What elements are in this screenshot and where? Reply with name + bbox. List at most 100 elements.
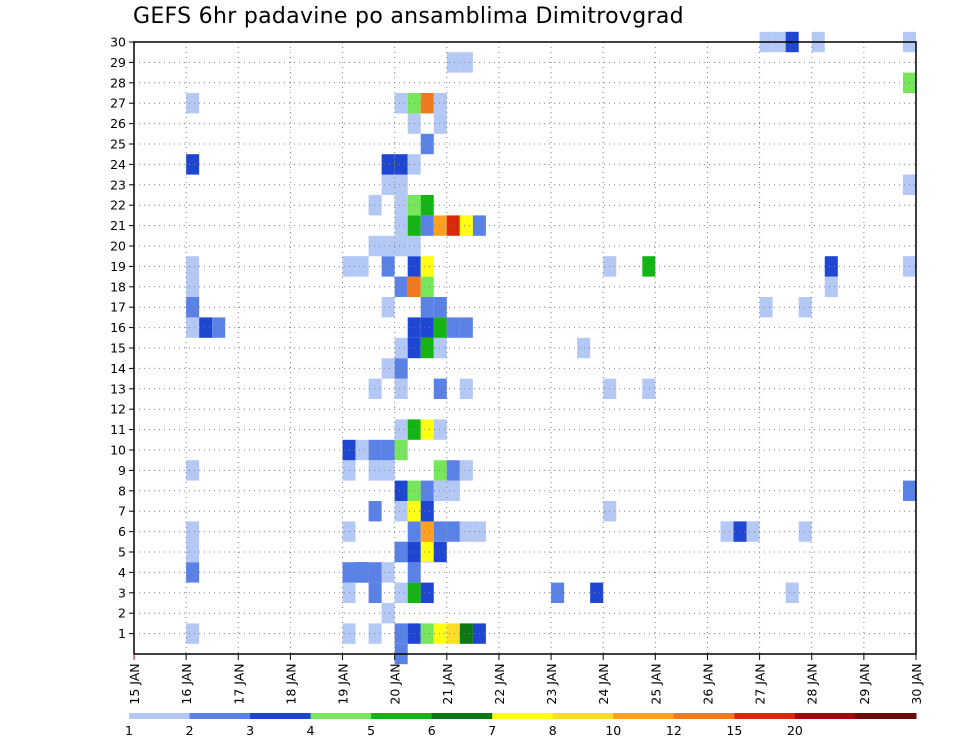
legend-swatch <box>673 713 735 719</box>
color-legend: 1 2 3 4 5 6 7 8 10 12 15 20 <box>125 713 917 738</box>
precip-cell <box>446 52 460 73</box>
y-tick-label: 3 <box>118 585 126 600</box>
y-tick-label: 14 <box>110 361 126 376</box>
precip-cell <box>459 521 473 542</box>
precip-cell <box>394 623 408 644</box>
precip-cell <box>368 623 382 644</box>
precip-cell <box>394 541 408 563</box>
x-tick-label: 20 JAN <box>388 663 403 704</box>
precip-cell <box>394 358 408 379</box>
legend-label: 5 <box>367 723 375 738</box>
precip-cell <box>420 623 434 644</box>
precip-cell <box>433 317 447 338</box>
precip-cell <box>381 297 395 318</box>
chart-title: GEFS 6hr padavine po ansamblima Dimitrov… <box>133 4 684 29</box>
precip-cell <box>759 297 773 318</box>
precip-cell <box>798 521 812 542</box>
y-tick-label: 10 <box>110 443 126 458</box>
precip-cell <box>355 439 369 461</box>
precip-cell <box>381 174 395 195</box>
y-tick-label: 13 <box>110 381 126 396</box>
legend-label: 1 <box>125 723 133 738</box>
precip-cell <box>186 93 200 114</box>
legend-label: 4 <box>307 723 315 738</box>
precip-cell <box>368 501 382 522</box>
precip-cell <box>433 623 447 644</box>
precip-cell <box>394 195 408 216</box>
precip-cell <box>433 297 447 318</box>
precip-cell <box>394 582 408 603</box>
precip-cell <box>433 460 447 481</box>
precip-cell <box>420 317 434 338</box>
precip-cell <box>642 378 656 399</box>
y-tick-label: 4 <box>118 565 126 580</box>
y-tick-label: 19 <box>110 259 126 274</box>
precip-cell <box>720 521 734 542</box>
precip-cell <box>394 174 408 195</box>
x-tick-label: 24 JAN <box>596 663 611 704</box>
y-tick-label: 15 <box>110 341 126 356</box>
x-tick-label: 17 JAN <box>231 663 246 704</box>
y-tick-label: 26 <box>110 116 126 131</box>
precip-cell <box>446 521 460 542</box>
y-tick-label: 16 <box>110 320 126 335</box>
precip-cell <box>381 603 395 624</box>
y-tick-label: 20 <box>110 239 126 254</box>
precip-cell <box>420 276 434 297</box>
precip-cell <box>420 256 434 277</box>
legend-swatch <box>310 713 372 719</box>
y-tick-label: 30 <box>110 35 126 50</box>
legend-swatch <box>734 713 796 719</box>
precip-cell <box>446 215 460 236</box>
precip-cell <box>186 541 200 563</box>
legend-label: 7 <box>488 723 496 738</box>
x-tick-label: 21 JAN <box>440 663 455 704</box>
precip-cell <box>420 521 434 542</box>
y-tick-label: 12 <box>110 402 126 417</box>
precip-cell <box>420 541 434 563</box>
y-tick-label: 24 <box>110 157 126 172</box>
precip-cell <box>186 297 200 318</box>
precip-cell <box>433 215 447 236</box>
precip-cell <box>394 501 408 522</box>
x-tick-label: 18 JAN <box>283 663 298 704</box>
precip-cell <box>446 623 460 644</box>
precip-cell <box>368 195 382 216</box>
legend-label: 20 <box>787 723 803 738</box>
x-tick-label: 27 JAN <box>753 663 768 704</box>
precip-cell <box>577 337 591 359</box>
y-tick-label: 29 <box>110 55 126 70</box>
precip-cell <box>381 358 395 379</box>
x-axis: 15 JAN 16 JAN 17 JAN 18 JAN 19 JAN 20 JAN 21 J… <box>127 654 924 705</box>
precip-cell <box>186 623 200 644</box>
precip-cell <box>459 317 473 338</box>
precip-cell <box>420 195 434 216</box>
y-tick-label: 8 <box>118 483 126 498</box>
x-tick-label: 22 JAN <box>492 663 507 704</box>
precip-cell <box>394 154 408 175</box>
precip-cell <box>433 541 447 563</box>
legend-swatch <box>552 713 614 719</box>
precip-cell <box>446 460 460 481</box>
precip-cell <box>368 378 382 399</box>
y-tick-label: 23 <box>110 177 126 192</box>
precip-cell <box>381 256 395 277</box>
legend-swatch <box>371 713 433 719</box>
precip-cell <box>785 582 799 603</box>
precip-cell <box>186 154 200 175</box>
precip-cell <box>394 480 408 501</box>
precip-cell <box>642 256 656 277</box>
x-tick-label: 26 JAN <box>700 663 715 704</box>
precip-cell <box>186 256 200 277</box>
precip-cell <box>420 480 434 501</box>
y-tick-label: 7 <box>118 504 126 519</box>
y-tick-label: 2 <box>118 606 126 621</box>
legend-label: 8 <box>549 723 557 738</box>
y-tick-label: 22 <box>110 198 126 213</box>
x-tick-label: 29 JAN <box>857 663 872 704</box>
legend-swatch <box>613 713 675 719</box>
precip-cell <box>824 276 838 297</box>
precip-cell <box>394 378 408 399</box>
precip-cell <box>590 582 604 603</box>
precip-cell <box>394 235 408 257</box>
